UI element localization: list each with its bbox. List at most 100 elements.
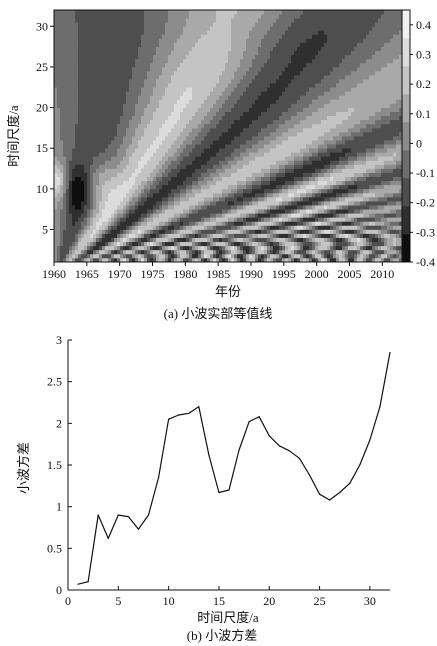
contour-cell: [339, 103, 343, 108]
contour-cell: [207, 229, 211, 234]
contour-cell: [138, 180, 142, 186]
contour-cell: [321, 152, 325, 157]
contour-cell: [276, 196, 280, 202]
contour-cell: [108, 196, 112, 202]
contour-cell: [282, 233, 286, 238]
contour-cell: [354, 225, 358, 230]
contour-cell: [141, 136, 145, 141]
contour-cell: [261, 229, 265, 234]
contour-cell: [78, 148, 82, 153]
contour-cell: [381, 253, 385, 259]
contour-cell: [399, 87, 403, 92]
contour-cell: [141, 152, 145, 157]
contour-cell: [159, 213, 163, 218]
contour-cell: [75, 241, 79, 247]
contour-cell: [387, 148, 391, 153]
contour-cell: [141, 253, 145, 259]
contour-cell: [345, 233, 349, 238]
contour-cell: [120, 257, 124, 263]
contour-cell: [111, 148, 115, 153]
contour-cell: [168, 115, 172, 121]
contour-cell: [342, 233, 346, 238]
contour-cell: [177, 103, 181, 108]
contour-cell: [195, 160, 199, 165]
contour-cell: [333, 107, 337, 112]
contour-cell: [309, 107, 313, 112]
contour-cell: [93, 131, 97, 137]
contour-cell: [366, 103, 370, 108]
contour-cell: [72, 180, 76, 186]
contour-cell: [159, 160, 163, 165]
contour-cell: [90, 257, 94, 263]
contour-cell: [225, 257, 229, 263]
contour-cell: [282, 241, 286, 247]
contour-cell: [249, 241, 253, 247]
contour-cell: [327, 192, 331, 198]
contour-cell: [318, 87, 322, 92]
contour-cell: [210, 184, 214, 190]
contour-cell: [381, 152, 385, 157]
contour-cell: [93, 164, 97, 169]
contour-cell: [72, 253, 76, 259]
contour-cell: [162, 95, 166, 100]
contour-cell: [372, 184, 376, 190]
contour-cell: [90, 180, 94, 186]
contour-cell: [90, 184, 94, 190]
contour-cell: [300, 95, 304, 100]
contour-cell: [168, 87, 172, 92]
contour-cell: [393, 237, 397, 243]
contour-cell: [72, 192, 76, 198]
contour-cell: [75, 180, 79, 186]
contour-cell: [291, 156, 295, 161]
contour-cell: [183, 241, 187, 247]
contour-cell: [162, 176, 166, 182]
contour-cell: [381, 131, 385, 137]
contour-cell: [177, 123, 181, 129]
contour-cell: [237, 95, 241, 100]
contour-cell: [204, 99, 208, 104]
contour-cell: [57, 91, 61, 96]
contour-cell: [375, 87, 379, 92]
contour-cell: [309, 205, 313, 210]
contour-cell: [285, 188, 289, 194]
contour-cell: [69, 140, 73, 145]
contour-cell: [60, 111, 64, 117]
contour-cell: [255, 115, 259, 121]
contour-cell: [336, 119, 340, 125]
contour-cell: [381, 168, 385, 173]
contour-cell: [276, 91, 280, 96]
contour-cell: [348, 115, 352, 121]
contour-cell: [108, 107, 112, 112]
contour-cell: [69, 241, 73, 247]
contour-cell: [267, 99, 271, 104]
contour-cell: [231, 152, 235, 157]
contour-cell: [378, 188, 382, 194]
contour-cell: [369, 257, 373, 263]
contour-cell: [342, 205, 346, 210]
contour-cell: [210, 115, 214, 121]
contour-cell: [348, 140, 352, 145]
contour-cell: [258, 148, 262, 153]
contour-cell: [183, 156, 187, 161]
contour-cell: [348, 148, 352, 153]
contour-cell: [198, 172, 202, 177]
contour-cell: [297, 152, 301, 157]
contour-cell: [306, 201, 310, 206]
contour-cell: [105, 123, 109, 129]
contour-cell: [177, 196, 181, 202]
contour-cell: [357, 107, 361, 112]
contour-cell: [240, 156, 244, 161]
contour-cell: [75, 205, 79, 210]
contour-cell: [165, 176, 169, 182]
contour-cell: [345, 152, 349, 157]
contour-cell: [249, 136, 253, 141]
contour-cell: [141, 148, 145, 153]
contour-cell: [63, 160, 67, 165]
contour-cell: [129, 111, 133, 117]
contour-cell: [57, 241, 61, 247]
contour-cell: [102, 127, 106, 133]
contour-cell: [249, 144, 253, 149]
contour-cell: [117, 209, 121, 214]
contour-cell: [288, 131, 292, 137]
contour-cell: [348, 209, 352, 214]
